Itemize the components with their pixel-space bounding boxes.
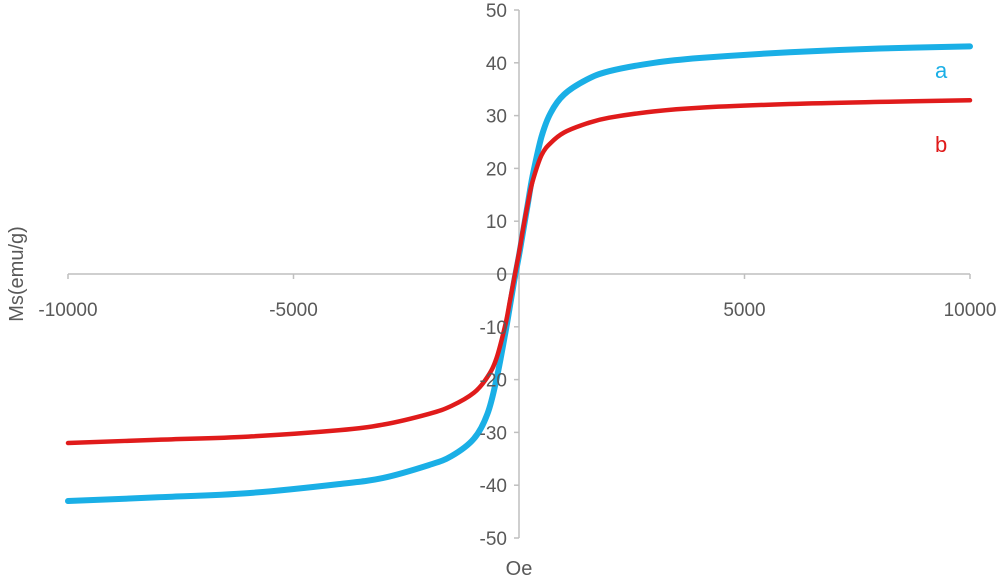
y-tick-label: -50 xyxy=(480,529,507,550)
x-tick-label: -10000 xyxy=(38,300,97,321)
y-tick-label: 40 xyxy=(486,54,507,75)
y-tick-label: -30 xyxy=(480,423,507,444)
y-tick-label: 30 xyxy=(486,107,507,128)
y-tick-label: 0 xyxy=(496,265,507,286)
series-label-a: a xyxy=(935,58,948,83)
y-tick-label: -20 xyxy=(480,371,507,392)
x-axis-title: Oe xyxy=(506,558,533,580)
y-tick-label: 50 xyxy=(486,1,507,22)
x-tick-label: 5000 xyxy=(723,300,765,321)
x-tick-label: 10000 xyxy=(944,300,997,321)
y-axis-title: Ms(emu/g) xyxy=(6,226,28,322)
curves xyxy=(65,43,973,504)
x-tick-label: -5000 xyxy=(269,300,318,321)
y-tick-label: 20 xyxy=(486,159,507,180)
series-label-b: b xyxy=(935,132,947,157)
series-line-b xyxy=(65,98,973,446)
axes xyxy=(67,9,971,539)
y-tick-label: 10 xyxy=(486,212,507,233)
y-tick-label: -10 xyxy=(480,318,507,339)
y-tick-label: -40 xyxy=(480,476,507,497)
tick-labels: -10000 -5000 5000 10000 -50 -40 -30 -20 -10 0 10 20… xyxy=(38,1,996,550)
